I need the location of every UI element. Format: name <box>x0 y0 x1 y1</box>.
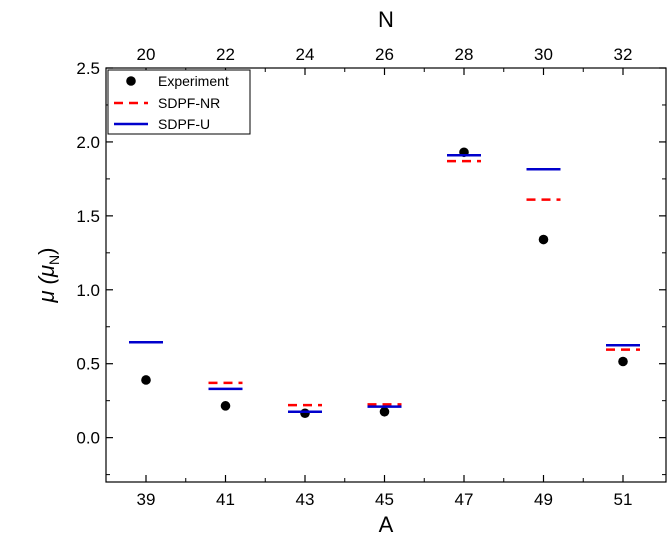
x-tick-label: 41 <box>216 490 235 509</box>
x-tick-label: 51 <box>614 490 633 509</box>
y-tick-label: 2.0 <box>76 133 100 152</box>
top-tick-label: 22 <box>216 45 235 64</box>
legend: Experiment SDPF-NR SDPF-U <box>107 69 251 135</box>
y-tick-label: 0.5 <box>76 355 100 374</box>
legend-label-sdpf-u: SDPF-U <box>158 116 210 132</box>
y-axis-title-close: ) <box>34 248 59 255</box>
top-tick-label: 30 <box>534 45 553 64</box>
x-axis-title: A <box>379 512 394 537</box>
tick-labels: 0.0 0.5 1.0 1.5 2.0 2.5 39 20 41 22 43 24 45 26 47 28 49… <box>76 45 632 509</box>
plot-frame <box>105 67 667 483</box>
point-experiment <box>379 406 390 417</box>
chart-marks <box>129 147 640 419</box>
x-tick-label: 45 <box>375 490 394 509</box>
top-tick-label: 28 <box>455 45 474 64</box>
x-tick-label: 49 <box>534 490 553 509</box>
x-tick-label: 47 <box>455 490 474 509</box>
point-experiment <box>538 234 549 245</box>
legend-label-sdpf-nr: SDPF-NR <box>158 95 220 111</box>
top-tick-label: 32 <box>614 45 633 64</box>
point-experiment <box>141 375 151 385</box>
y-tick-label: 0.0 <box>76 429 100 448</box>
top-tick-label: 20 <box>137 45 156 64</box>
point-experiment <box>300 408 310 419</box>
point-experiment <box>220 401 231 411</box>
x-tick-label: 39 <box>137 490 156 509</box>
y-tick-label: 1.5 <box>76 207 100 226</box>
y-axis-title-sub: N <box>46 255 62 265</box>
axis-ticks <box>106 67 666 482</box>
y-axis-title-main: μ (μ <box>34 265 59 304</box>
y-tick-label: 2.5 <box>76 59 100 78</box>
y-axis-title: μ (μN) <box>34 248 62 304</box>
legend-label-experiment: Experiment <box>158 73 229 89</box>
y-tick-label: 1.0 <box>76 281 100 300</box>
x-tick-label: 43 <box>296 490 315 509</box>
top-tick-label: 24 <box>296 45 315 64</box>
legend-swatch-experiment <box>126 76 136 86</box>
point-experiment <box>618 356 628 367</box>
top-axis-title: N <box>378 7 394 32</box>
top-tick-label: 26 <box>375 45 394 64</box>
